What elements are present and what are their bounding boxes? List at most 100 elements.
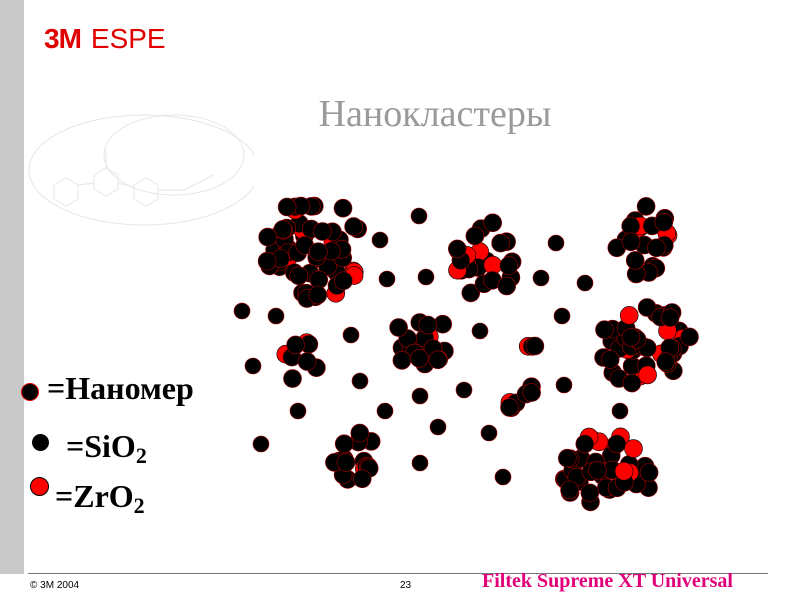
nanocluster-2-particle	[499, 256, 519, 276]
nanocluster-7-particle	[580, 483, 600, 503]
nanomer-particle	[576, 274, 594, 292]
nanocluster-1-particle	[308, 285, 328, 305]
nanocluster-5-particle	[622, 373, 642, 393]
nanocluster-7-particle	[624, 439, 643, 458]
nanomer-particle	[553, 307, 571, 325]
nanomer-particle	[267, 307, 285, 325]
nanocluster-6-particle	[350, 423, 370, 443]
nanocluster-4-particle	[392, 351, 412, 370]
nanocluster-8-particle	[522, 383, 541, 402]
sio2-legend-dot	[32, 434, 49, 451]
nanocluster-5-particle	[619, 306, 639, 325]
nanomer-particle	[532, 269, 550, 287]
nanomer-particle	[417, 268, 435, 286]
nanomer-particle	[429, 418, 447, 436]
nanomer-particle	[480, 424, 498, 442]
nanocluster-2-particle	[491, 233, 510, 253]
nanomer-particle	[547, 234, 565, 252]
nanomer-particle	[342, 326, 360, 344]
nanocluster-5-particle	[621, 328, 641, 347]
nanocluster-9-particle	[286, 335, 305, 355]
nanomer-particle	[410, 207, 428, 225]
nanomer-legend-dot	[21, 383, 39, 401]
left-side-bar	[0, 0, 24, 574]
nanocluster-6-particle	[352, 469, 372, 489]
footer-divider	[28, 573, 768, 574]
nanocluster-1-particle	[333, 198, 353, 218]
nanocluster-4-particle	[418, 315, 438, 335]
nanomer-particle	[411, 387, 429, 405]
nanocluster-4-particle	[389, 318, 408, 337]
nanomer-particle	[411, 454, 429, 472]
nanocluster-3-particle	[625, 251, 645, 270]
nanocluster-1-particle	[258, 227, 278, 247]
logo-mark: 3M	[44, 23, 82, 54]
zro2-legend-label: =ZrO2	[55, 478, 145, 519]
nanocluster-7-particle	[639, 463, 659, 482]
nanomer-particle	[455, 381, 473, 399]
nanocluster-3-particle	[621, 216, 641, 236]
nanomer-legend-label: =Наномер	[47, 370, 194, 406]
nanocluster-10-particle	[525, 336, 545, 356]
nanocluster-2-particle	[461, 283, 481, 303]
nanocluster-1-particle	[273, 220, 293, 239]
nanocluster-3-particle	[647, 238, 666, 258]
nanocluster-7-particle	[557, 448, 577, 468]
sio2-text: =SiO	[66, 428, 136, 464]
nanomer-particle	[233, 302, 251, 320]
nanocluster-6-particle	[336, 453, 356, 472]
nanocluster-5-particle	[680, 327, 699, 347]
nanocluster-5-particle	[595, 320, 614, 340]
nanocluster-2-particle	[483, 213, 503, 233]
nanocluster-9-particle	[297, 352, 317, 371]
nanocluster-3-particle	[636, 197, 656, 216]
sio2-subscript: 2	[135, 443, 147, 468]
nanocluster-7-particle	[560, 480, 579, 500]
nanomer-particle	[611, 402, 629, 420]
nanocluster-5-particle	[600, 350, 620, 369]
nanocluster-2-particle	[465, 226, 485, 246]
nanomer-particle	[252, 435, 270, 453]
nanocluster-2-particle	[497, 276, 517, 296]
nanocluster-8-particle	[500, 398, 519, 417]
slide-title: Нанокластеры	[318, 93, 552, 135]
nanocluster-9-particle	[283, 369, 302, 388]
nanocluster-5-particle	[656, 352, 676, 372]
nanocluster-2-particle	[447, 239, 467, 259]
nanocluster-3-particle	[654, 213, 674, 232]
nanomer-particle	[471, 322, 489, 340]
nanocluster-1-particle	[289, 266, 309, 286]
3m-espe-logo: 3M ESPE	[44, 24, 166, 54]
nanomer-particle	[378, 270, 396, 288]
nanocluster-1-particle	[257, 251, 277, 271]
sio2-legend-label: =SiO2	[66, 428, 147, 469]
nanocluster-6-particle	[334, 434, 354, 454]
nanocluster-3-particle	[621, 232, 641, 252]
nanocluster-4-particle	[409, 349, 429, 368]
zro2-subscript: 2	[133, 493, 145, 518]
chemical-structure-watermark	[28, 114, 254, 226]
nanomer-particle	[351, 372, 369, 390]
footer-copyright: © 3M 2004	[30, 580, 80, 591]
footer-product-name: Filtek Supreme XT Universal	[482, 570, 733, 592]
logo-brand: ESPE	[90, 23, 166, 54]
nanocluster-7-particle	[575, 434, 595, 454]
footer-page-number: 23	[400, 580, 412, 591]
nanocluster-5-particle	[638, 365, 657, 385]
zro2-text: =ZrO	[55, 478, 134, 514]
nanocluster-1-particle	[344, 217, 363, 236]
nanocluster-7-particle	[607, 434, 627, 454]
nanomer-particle	[371, 231, 389, 249]
nanocluster-5-particle	[660, 308, 680, 328]
nanomer-particle	[244, 357, 262, 375]
nanocluster-7-particle	[614, 461, 634, 481]
nanomer-particle	[289, 402, 307, 420]
nanocluster-1-particle	[308, 242, 328, 261]
nanomer-particle	[555, 376, 573, 394]
nanocluster-1-particle	[334, 271, 353, 291]
nanocluster-4-particle	[428, 350, 448, 370]
nanomer-particle	[376, 402, 394, 420]
nanocluster-5-particle	[637, 298, 657, 317]
zro2-legend-dot	[30, 477, 49, 496]
